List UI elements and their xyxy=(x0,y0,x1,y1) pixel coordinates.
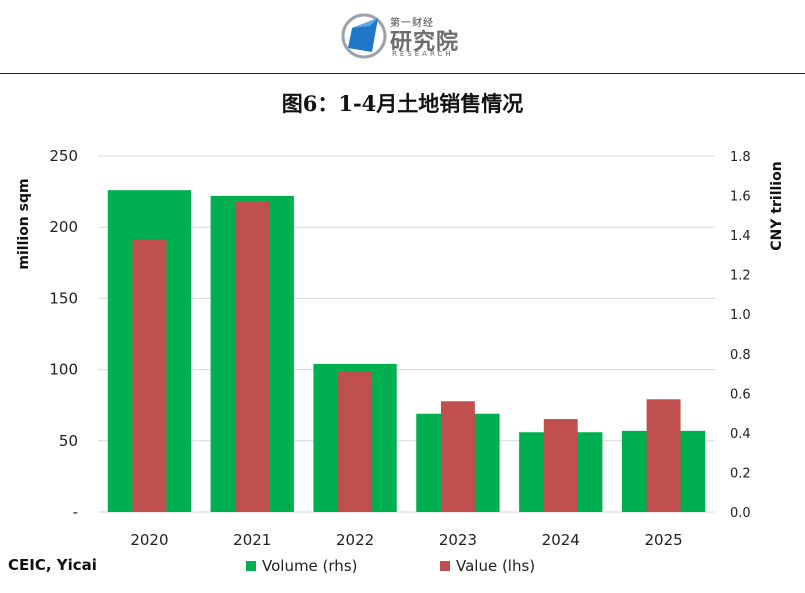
bar-value-2023 xyxy=(440,401,475,512)
category-label-2025: 2025 xyxy=(644,531,682,549)
category-label-2020: 2020 xyxy=(130,531,168,549)
category-label-2021: 2021 xyxy=(233,531,271,549)
category-label-2024: 2024 xyxy=(542,531,580,549)
right-axis-label: CNY trillion xyxy=(769,161,785,250)
bar-value-2024 xyxy=(543,419,578,512)
source-note: CEIC, Yicai xyxy=(8,556,97,574)
bar-value-2020 xyxy=(132,239,167,513)
category-label-2022: 2022 xyxy=(336,531,374,549)
logo-text-small: 第一财经 xyxy=(390,18,434,29)
right-tick-label: 0.8 xyxy=(730,348,751,363)
right-tick-label: 1.2 xyxy=(730,269,751,284)
category-labels: 2020 2021 2022 2023 2024 2025 xyxy=(130,531,682,549)
legend-item-volume: Volume (rhs) xyxy=(246,557,358,575)
left-axis-ticks: - 50 100 150 200 250 xyxy=(49,147,78,521)
bars xyxy=(107,190,706,513)
legend-item-value: Value (lhs) xyxy=(440,557,535,575)
left-tick-label: 200 xyxy=(49,218,78,236)
right-tick-label: 1.6 xyxy=(730,190,751,205)
right-tick-label: 0.2 xyxy=(730,466,751,481)
legend-swatch-volume xyxy=(246,561,256,571)
left-tick-label: 150 xyxy=(49,289,78,307)
legend-label-value: Value (lhs) xyxy=(456,557,536,575)
legend-label-volume: Volume (rhs) xyxy=(262,557,358,575)
left-tick-label: - xyxy=(73,503,78,521)
left-axis-label: million sqm xyxy=(16,178,32,269)
logo: 第一财经 研究院 RESEARCH xyxy=(340,8,470,64)
right-tick-label: 0.4 xyxy=(730,427,751,442)
header-divider xyxy=(0,73,805,74)
right-axis-ticks: 0.0 0.2 0.4 0.6 0.8 1.0 1.2 1.4 1.6 1.8 xyxy=(730,150,751,521)
left-tick-label: 50 xyxy=(59,432,78,450)
logo-text-main: 研究院 xyxy=(390,30,460,55)
right-tick-label: 0.0 xyxy=(730,506,751,521)
right-tick-label: 1.8 xyxy=(730,150,751,165)
logo-text-en: RESEARCH xyxy=(392,50,454,58)
left-tick-label: 100 xyxy=(49,361,78,379)
bar-value-2021 xyxy=(235,201,270,512)
right-tick-label: 1.0 xyxy=(730,308,751,323)
chart-title: 图6：1-4月土地销售情况 xyxy=(281,91,524,116)
gridlines xyxy=(98,155,715,513)
category-label-2023: 2023 xyxy=(439,531,477,549)
left-tick-label: 250 xyxy=(49,147,78,165)
bar-value-2022 xyxy=(338,371,373,512)
right-tick-label: 1.4 xyxy=(730,229,751,244)
right-tick-label: 0.6 xyxy=(730,387,751,402)
logo-icon xyxy=(341,13,387,59)
legend-swatch-value xyxy=(440,561,450,571)
bar-value-2025 xyxy=(646,399,681,512)
